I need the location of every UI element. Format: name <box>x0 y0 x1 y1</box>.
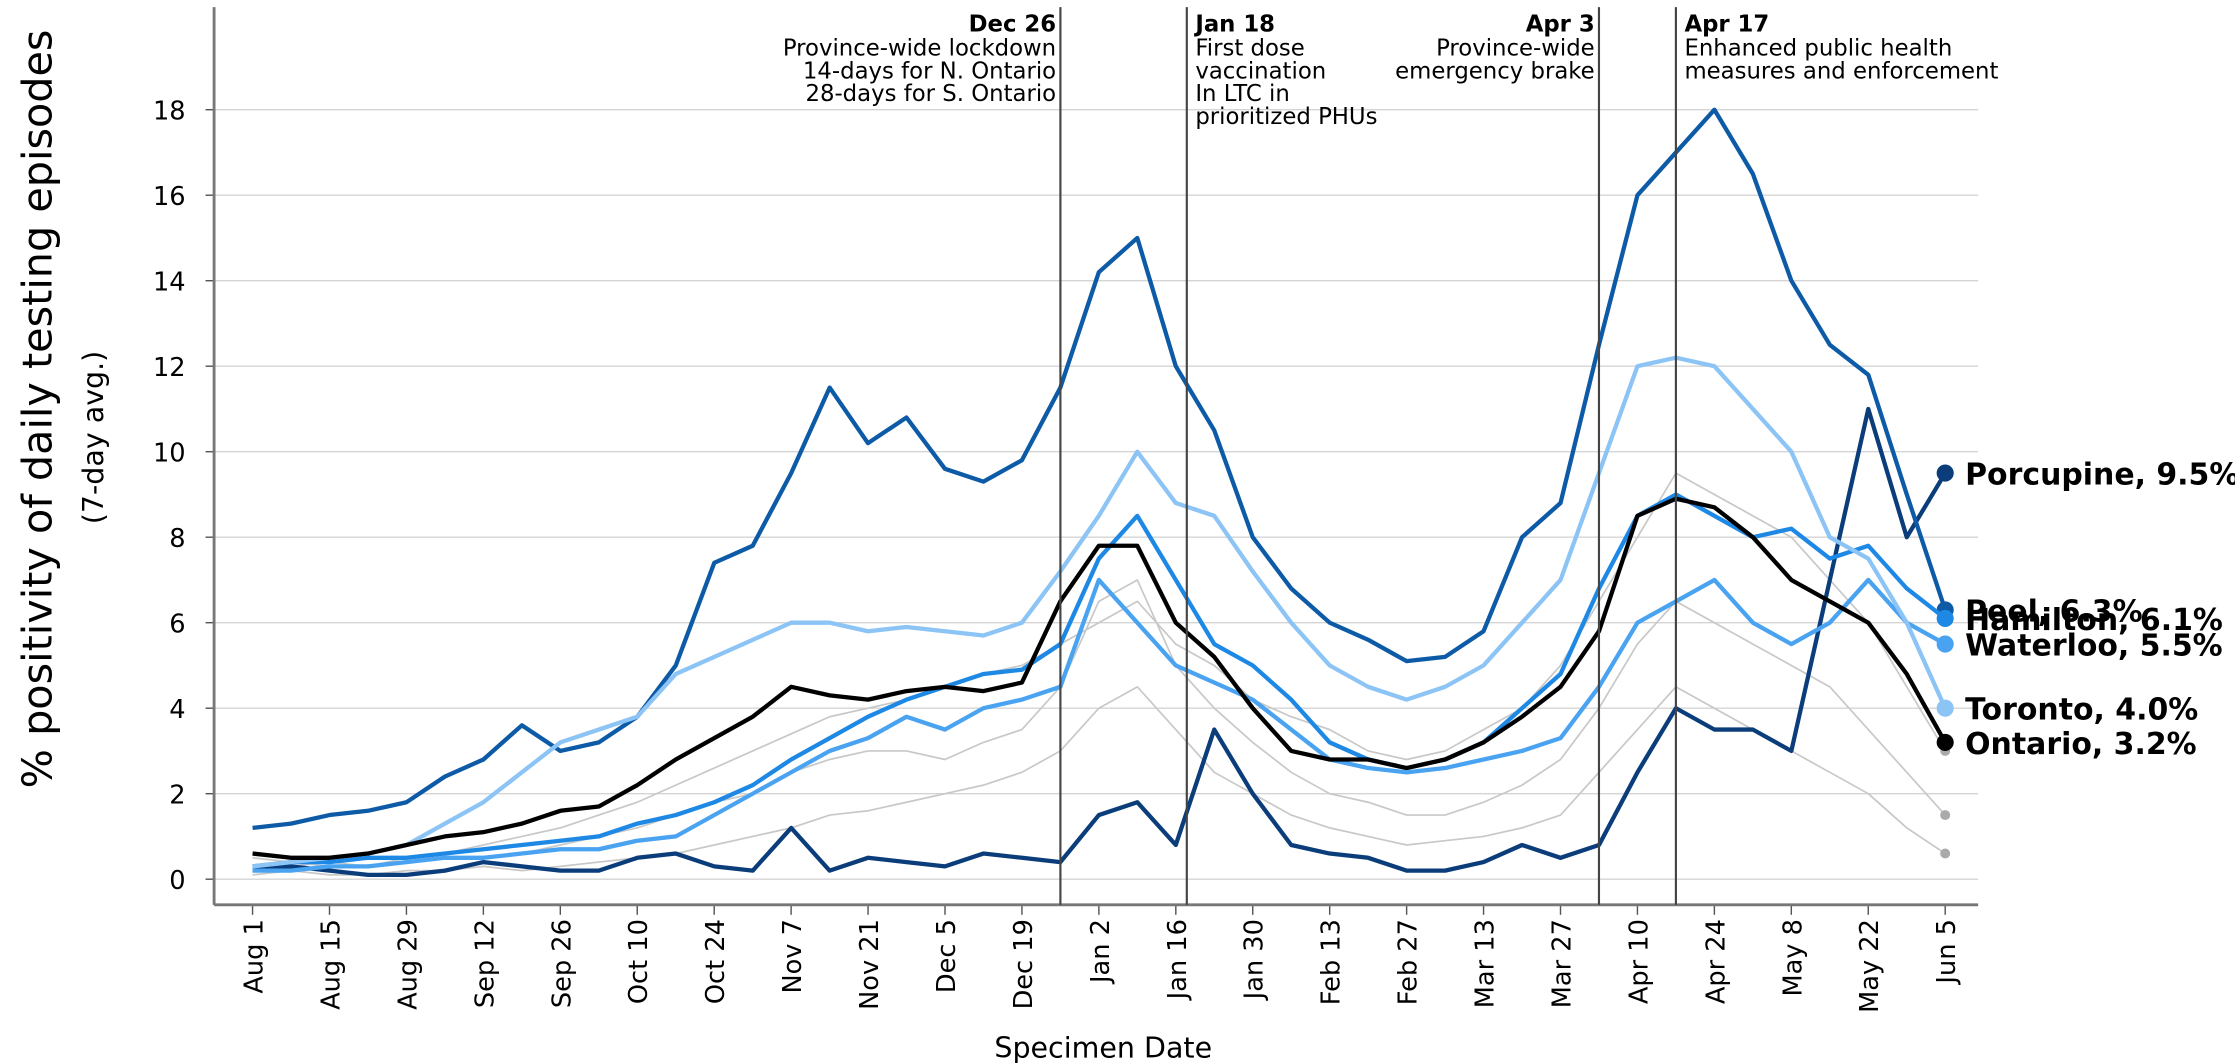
event-date: Jan 18 <box>1193 11 1275 37</box>
series-line <box>252 107 1948 831</box>
event-text: 28-days for S. Ontario <box>805 81 1056 107</box>
end-label: Peel, 6.3% <box>1965 594 2142 629</box>
event-date: Dec 26 <box>969 11 1057 37</box>
x-tick-label: May 22 <box>1855 919 1885 1013</box>
x-tick-label: Aug 29 <box>393 919 423 1010</box>
end-label: Ontario, 3.2% <box>1965 727 2196 762</box>
x-tick-label: Feb 27 <box>1394 919 1424 1005</box>
end-label: Toronto, 4.0% <box>1965 693 2198 728</box>
end-dot <box>1936 464 1954 482</box>
x-tick-label: Apr 24 <box>1701 919 1731 1004</box>
y-tick-label: 12 <box>153 353 186 383</box>
x-tick-label: Jan 2 <box>1086 919 1116 985</box>
y-tick-label: 16 <box>153 182 186 212</box>
end-dot <box>1936 635 1954 653</box>
y-axis-label: % positivity of daily testing episodes <box>14 30 62 789</box>
event-text: First dose <box>1195 36 1304 62</box>
event-text: prioritized PHUs <box>1195 104 1377 130</box>
event-text: Enhanced public health <box>1684 36 1952 62</box>
x-tick-label: Sep 26 <box>547 919 577 1008</box>
x-tick-label: Jan 16 <box>1163 919 1193 1001</box>
x-tick-label: Oct 10 <box>624 919 654 1004</box>
background-line <box>252 472 1946 872</box>
event-text: vaccination <box>1195 58 1326 84</box>
y-tick-label: 6 <box>169 610 185 640</box>
end-label: Waterloo, 5.5% <box>1965 628 2223 663</box>
y-tick-label: 18 <box>153 97 186 127</box>
end-dot <box>1940 810 1951 821</box>
end-dot <box>1936 699 1954 717</box>
event-date: Apr 3 <box>1526 11 1595 37</box>
x-tick-label: May 8 <box>1778 919 1808 996</box>
series-line <box>252 355 1948 869</box>
x-tick-label: Oct 24 <box>701 919 731 1004</box>
y-axis-sublabel: (7-day avg.) <box>77 351 110 525</box>
x-tick-label: Jan 30 <box>1240 919 1270 1001</box>
x-tick-label: Aug 1 <box>240 919 270 993</box>
series-line <box>252 496 1948 860</box>
series-line <box>252 492 1947 869</box>
plot-area: Porcupine, 9.5% Peel, 6.3%Hamilton, 6.1%W… <box>252 107 2235 878</box>
event-text: Province-wide lockdown <box>783 36 1056 62</box>
x-tick-label: Dec 19 <box>1009 919 1039 1009</box>
event-text: Province-wide <box>1436 36 1595 62</box>
y-tick-label: 14 <box>153 268 186 298</box>
x-tick-label: Nov 21 <box>855 919 885 1010</box>
y-tick-label: 8 <box>169 524 185 554</box>
y-tick-label: 2 <box>169 781 185 811</box>
y-tick-label: 0 <box>169 866 185 896</box>
event-text: emergency brake <box>1395 58 1595 84</box>
end-dot <box>1936 609 1954 627</box>
end-label: Hamilton, 6.1% <box>1965 603 2223 638</box>
x-tick-label: Nov 7 <box>778 919 808 993</box>
end-dot <box>1936 733 1954 751</box>
x-tick-label: Apr 10 <box>1624 919 1654 1004</box>
x-tick-label: Jun 5 <box>1932 919 1962 985</box>
event-date: Apr 17 <box>1684 11 1769 37</box>
x-tick-label: Feb 13 <box>1317 919 1347 1005</box>
x-tick-label: Mar 27 <box>1547 919 1577 1008</box>
event-text: In LTC in <box>1195 81 1289 107</box>
x-tick-label: Sep 12 <box>470 919 500 1008</box>
x-axis-label: Specimen Date <box>994 1031 1212 1063</box>
event-text: measures and enforcement <box>1684 58 1998 84</box>
end-label: Porcupine, 9.5% <box>1965 457 2235 492</box>
y-tick-label: 10 <box>153 439 186 469</box>
x-tick-label: Mar 13 <box>1471 919 1501 1008</box>
event-text: 14-days for N. Ontario <box>803 58 1056 84</box>
end-dot <box>1940 848 1951 859</box>
series-line <box>252 406 1948 878</box>
y-tick-label: 4 <box>169 695 185 725</box>
series-line <box>252 577 1947 873</box>
x-tick-label: Dec 5 <box>932 919 962 993</box>
x-tick-label: Aug 15 <box>316 919 346 1010</box>
